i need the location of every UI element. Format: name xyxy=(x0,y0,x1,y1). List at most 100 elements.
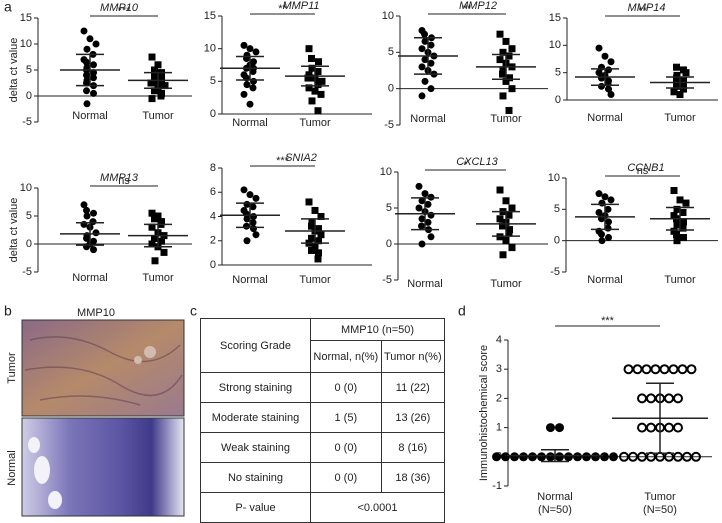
data-point xyxy=(421,190,429,198)
data-point xyxy=(250,225,257,233)
data-point xyxy=(496,56,504,64)
data-point xyxy=(418,63,426,71)
data-point xyxy=(598,74,605,82)
y-tick-label: 5 xyxy=(386,202,392,214)
data-point xyxy=(308,222,315,230)
x-tick-label: Normal xyxy=(232,274,267,286)
data-point xyxy=(90,61,97,69)
data-point xyxy=(86,35,94,43)
data-point xyxy=(80,220,88,228)
table-cell: P- value xyxy=(200,492,311,523)
data-point xyxy=(670,88,678,96)
data-point xyxy=(676,91,684,99)
data-point xyxy=(80,201,88,209)
data-point xyxy=(317,231,325,239)
table-header: MMP10 (n=50) xyxy=(310,318,445,341)
error-bar xyxy=(76,221,104,246)
data-point xyxy=(519,452,528,462)
y-tick-label: -5 xyxy=(550,266,560,278)
data-point xyxy=(421,77,429,85)
data-point xyxy=(83,206,90,214)
data-point xyxy=(249,219,257,227)
data-point xyxy=(598,82,605,90)
data-point xyxy=(418,240,426,248)
data-point xyxy=(505,211,513,219)
table-cell: 11 (22) xyxy=(380,372,446,403)
data-point xyxy=(317,213,325,220)
data-point xyxy=(243,222,250,230)
table-subheader: Tumor n(%) xyxy=(380,340,446,373)
data-point xyxy=(679,224,687,232)
data-point xyxy=(83,243,90,251)
y-tick-label: 4 xyxy=(496,334,502,346)
significance-label: ** xyxy=(638,5,647,17)
error-bar xyxy=(411,197,439,231)
significance-label: ns xyxy=(637,165,649,177)
table-header: Scoring Grade xyxy=(200,318,311,373)
data-point xyxy=(158,237,165,245)
data-point xyxy=(605,234,612,242)
data-point xyxy=(318,77,326,85)
data-point xyxy=(673,221,681,229)
y-tick-label: 2 xyxy=(210,235,216,247)
data-point xyxy=(148,223,156,231)
data-point xyxy=(555,452,564,462)
y-tick-label: 3 xyxy=(496,363,502,375)
table-cell: 0 (0) xyxy=(310,372,382,403)
data-point xyxy=(90,246,97,254)
x-tick-label: Normal xyxy=(407,278,442,290)
data-point xyxy=(80,27,88,35)
data-point xyxy=(508,244,516,252)
data-point xyxy=(161,82,169,90)
data-point xyxy=(595,208,603,216)
data-point xyxy=(427,85,435,93)
data-point xyxy=(418,222,425,230)
data-point xyxy=(673,237,681,245)
data-point xyxy=(668,364,679,375)
y-tick-label: 0 xyxy=(210,108,216,120)
image-title: MMP10 xyxy=(77,307,115,319)
data-point xyxy=(664,422,674,433)
data-point xyxy=(243,215,251,223)
data-point xyxy=(632,364,643,375)
data-point xyxy=(83,100,91,108)
data-point xyxy=(607,58,615,66)
data-point xyxy=(637,393,647,404)
data-point xyxy=(598,230,605,238)
image-label: Tumor xyxy=(6,352,18,384)
error-bar xyxy=(492,210,520,237)
data-point xyxy=(502,236,510,244)
significance-label: *** xyxy=(276,155,290,167)
chart-title: MMP11 xyxy=(282,0,319,12)
data-point xyxy=(415,182,423,190)
data-point xyxy=(505,229,513,237)
data-point xyxy=(315,237,322,245)
chart-title: MMP12 xyxy=(459,0,497,12)
data-point xyxy=(154,61,162,69)
data-point xyxy=(83,234,90,242)
data-point xyxy=(151,87,158,95)
error-bar xyxy=(301,218,329,244)
error-bar xyxy=(414,37,442,75)
data-point xyxy=(601,52,609,60)
error-bar xyxy=(666,206,694,231)
y-tick-label: 15 xyxy=(549,12,561,24)
error-bar xyxy=(144,223,172,248)
data-point xyxy=(83,71,90,79)
error-bar xyxy=(301,65,329,87)
y-tick-label: -5 xyxy=(22,266,32,278)
panel-label: d xyxy=(458,303,466,319)
data-point xyxy=(249,84,257,92)
data-point xyxy=(427,211,435,219)
chart-title: MMP14 xyxy=(628,2,666,14)
data-point xyxy=(679,208,687,216)
y-tick-label: 5 xyxy=(26,64,32,76)
data-point xyxy=(83,45,91,53)
y-tick-label: 5 xyxy=(210,75,216,87)
data-point xyxy=(595,190,603,198)
y-tick-label: 5 xyxy=(388,46,394,58)
data-point xyxy=(508,204,516,212)
data-point xyxy=(311,243,319,251)
data-point xyxy=(90,89,97,97)
significance-label: *** xyxy=(601,315,615,327)
